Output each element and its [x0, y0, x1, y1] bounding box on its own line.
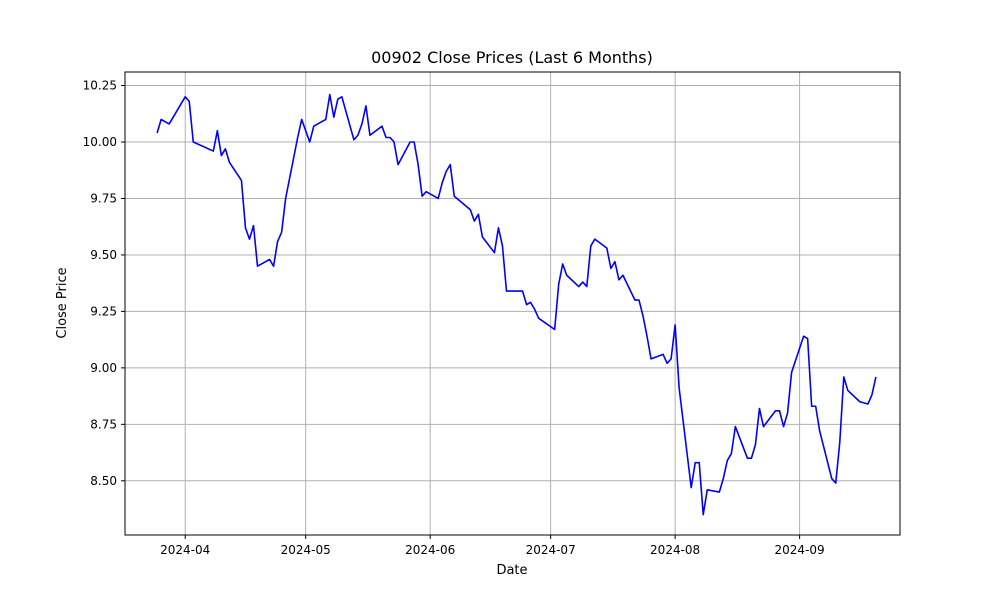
y-tick-label: 9.75 [90, 191, 117, 205]
y-tick-label: 9.25 [90, 304, 117, 318]
x-tick-label: 2024-05 [281, 543, 331, 557]
chart-title: 00902 Close Prices (Last 6 Months) [371, 48, 653, 67]
x-tick-label: 2024-08 [650, 543, 700, 557]
y-tick-label: 9.50 [90, 248, 117, 262]
y-tick-label: 10.00 [83, 135, 117, 149]
y-tick-label: 8.50 [90, 474, 117, 488]
y-tick-label: 9.00 [90, 361, 117, 375]
axis-ticks: 2024-04 2024-05 2024-06 2024-07 2024-08 2024-… [83, 79, 825, 557]
x-tick-label: 2024-09 [775, 543, 825, 557]
y-tick-label: 10.25 [83, 79, 117, 93]
x-tick-label: 2024-06 [405, 543, 455, 557]
y-tick-label: 8.75 [90, 417, 117, 431]
grid [125, 72, 900, 535]
price-series-line [156, 93, 877, 516]
plot-frame [124, 71, 901, 536]
series-layer [156, 93, 877, 516]
x-tick-label: 2024-07 [526, 543, 576, 557]
x-tick-label: 2024-04 [160, 543, 210, 557]
y-axis-label: Close Price [55, 267, 70, 338]
x-axis-label: Date [496, 563, 527, 578]
